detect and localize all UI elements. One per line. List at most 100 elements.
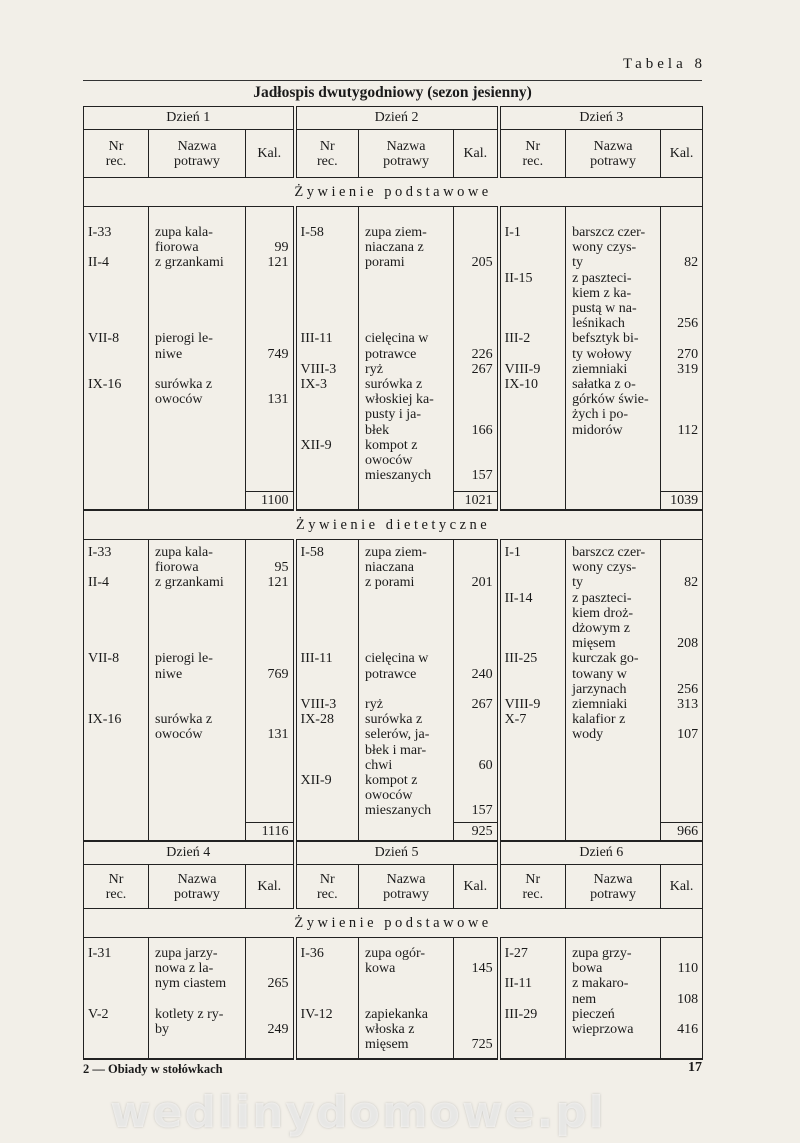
recipe-numbers: I-36 IV-12: [300, 946, 333, 1022]
section-label-row: Żywienie dietetyczne: [82, 509, 704, 540]
footer-chapter: 2 — Obiady w stołówkach: [83, 1062, 223, 1076]
cell-calories: 201 240 267 60 157 925: [453, 539, 500, 842]
day-header: Dzień 3: [496, 106, 704, 130]
column-header-nr: Nr rec.: [496, 864, 567, 909]
recipe-numbers: I-58 III-11 VIII-3 IX-3 XII-9: [300, 225, 337, 453]
recipe-numbers: I-58 III-11 VIII-3 IX-28 XII-9: [300, 545, 337, 789]
section-label-row: Żywienie podstawowe: [82, 908, 704, 938]
menu-row: I-31 V-2 zupa jarzy- nowa z la- nym ciast…: [83, 937, 704, 1060]
calories: 205 226 267 166 157: [471, 255, 493, 484]
cell-dish-names: zupa ziem- niaczana z porami cielęcina w…: [358, 539, 455, 842]
column-header-nr: Nr rec.: [292, 129, 360, 178]
day-header-row: Dzień 1 Dzień 2 Dzień 3: [82, 106, 704, 130]
calories: 201 240 267 60 157: [471, 575, 493, 819]
cell-calories: 82 208 256 313 107 966: [660, 539, 704, 842]
recipe-numbers: I-31 V-2: [88, 946, 112, 1022]
day-header-row: Dzień 4 Dzień 5 Dzień 6: [82, 840, 704, 865]
cell-recipe-numbers: I-1 II-14 III-25 VIII-9 X-7: [496, 539, 567, 842]
dish-names: zupa ogór- kowa zapiekanka włoska z mięs…: [365, 946, 428, 1053]
dish-names: zupa kala- fiorowa z grzankami pierogi l…: [155, 545, 224, 743]
cell-recipe-numbers: I-1 II-15 III-2 VIII-9 IX-10: [496, 206, 567, 511]
section-label: Żywienie podstawowe: [82, 908, 704, 938]
cell-recipe-numbers: I-27 II-11 III-29: [496, 937, 567, 1060]
cell-dish-names: zupa ziem- niaczana z porami cielęcina w…: [358, 206, 455, 511]
section-label-row: Żywienie podstawowe: [82, 177, 704, 207]
column-header-nr: Nr rec.: [496, 129, 567, 178]
cell-dish-names: zupa grzy- bowa z makaro- nem pieczeń wi…: [565, 937, 662, 1060]
column-header-name: Nazwa potrawy: [565, 864, 662, 909]
calories: 265 249: [267, 976, 289, 1038]
column-header-kal: Kal.: [244, 129, 296, 178]
column-header-nr: Nr rec.: [83, 129, 149, 178]
cell-dish-names: barszcz czer- wony czys- ty z paszteci- …: [565, 539, 662, 842]
cell-calories: 99 121 749 131 1100: [244, 206, 296, 511]
table-title: Jadłospis dwutygodniowy (sezon jesienny): [83, 80, 702, 104]
recipe-numbers: I-1 II-14 III-25 VIII-9 X-7: [504, 545, 541, 728]
column-header-row: Nr rec. Nazwa potrawy Kal. Nr rec. Nazwa pot…: [83, 864, 704, 909]
cell-dish-names: barszcz czer- wony czys- ty z paszteci- …: [565, 206, 662, 511]
calorie-total: 1116: [246, 822, 293, 840]
recipe-numbers: I-1 II-15 III-2 VIII-9 IX-10: [504, 225, 541, 393]
dish-names: zupa ziem- niaczana z porami cielęcina w…: [365, 225, 434, 484]
calories: 82 208 256 313 107: [677, 575, 699, 743]
cell-recipe-numbers: I-58 III-11 VIII-3 IX-28 XII-9: [292, 539, 360, 842]
column-header-kal: Kal.: [453, 864, 500, 909]
column-header-kal: Kal.: [660, 129, 704, 178]
dish-names: zupa jarzy- nowa z la- nym ciastem kotle…: [155, 946, 227, 1038]
column-header-name: Nazwa potrawy: [358, 864, 455, 909]
calories: 95 121 769 131: [267, 560, 289, 743]
column-header-name: Nazwa potrawy: [148, 864, 246, 909]
column-header-row: Nr rec. Nazwa potrawy Kal. Nr rec. Nazwa pot…: [83, 129, 704, 178]
day-header: Dzień 6: [496, 840, 704, 865]
day-header: Dzień 1: [82, 106, 296, 130]
column-header-kal: Kal.: [453, 129, 500, 178]
cell-dish-names: zupa kala- fiorowa z grzankami pierogi l…: [148, 539, 246, 842]
column-header-kal: Kal.: [660, 864, 704, 909]
calories: 110 108 416: [677, 961, 699, 1038]
cell-calories: 265 249: [244, 937, 296, 1060]
column-header-name: Nazwa potrawy: [358, 129, 455, 178]
column-header-nr: Nr rec.: [292, 864, 360, 909]
cell-recipe-numbers: I-33 II-4 VII-8 IX-16: [83, 206, 149, 511]
calories: 99 121 749 131: [267, 240, 289, 408]
column-header-name: Nazwa potrawy: [148, 129, 246, 178]
dish-names: zupa kala- fiorowa z grzankami pierogi l…: [155, 225, 224, 408]
dish-names: barszcz czer- wony czys- ty z paszteci- …: [572, 545, 646, 743]
menu-table: Dzień 1 Dzień 2 Dzień 3 Nr rec. Nazwa potraw…: [82, 106, 704, 1060]
recipe-numbers: I-33 II-4 VII-8 IX-16: [88, 545, 122, 728]
cell-dish-names: zupa jarzy- nowa z la- nym ciastem kotle…: [148, 937, 246, 1060]
calorie-total: 1100: [246, 491, 293, 509]
menu-row: I-33 II-4 VII-8 IX-16 zupa kala- fiorowa …: [83, 539, 704, 842]
calories: 145 725: [471, 961, 493, 1053]
calories: 82 256 270 319 112: [677, 255, 699, 438]
cell-recipe-numbers: I-36 IV-12: [292, 937, 360, 1060]
cell-recipe-numbers: I-58 III-11 VIII-3 IX-3 XII-9: [292, 206, 360, 511]
cell-calories: 205 226 267 166 157 1021: [453, 206, 500, 511]
dish-names: zupa ziem- niaczana z porami cielęcina w…: [365, 545, 432, 819]
cell-calories: 145 725: [453, 937, 500, 1060]
cell-calories: 110 108 416: [660, 937, 704, 1060]
cell-dish-names: zupa kala- fiorowa z grzankami pierogi l…: [148, 206, 246, 511]
day-header: Dzień 5: [292, 840, 500, 865]
column-header-nr: Nr rec.: [83, 864, 149, 909]
cell-recipe-numbers: I-33 II-4 VII-8 IX-16: [83, 539, 149, 842]
cell-calories: 82 256 270 319 112 1039: [660, 206, 704, 511]
page-number: 17: [688, 1060, 702, 1075]
recipe-numbers: I-27 II-11 III-29: [504, 946, 538, 1022]
section-label: Żywienie podstawowe: [82, 177, 704, 207]
cell-recipe-numbers: I-31 V-2: [83, 937, 149, 1060]
column-header-name: Nazwa potrawy: [565, 129, 662, 178]
calorie-total: 925: [454, 822, 497, 840]
calorie-total: 1039: [661, 491, 703, 509]
day-header: Dzień 2: [292, 106, 500, 130]
calorie-total: 1021: [454, 491, 497, 509]
watermark: wedlinydomowe.pl: [110, 1087, 606, 1138]
column-header-kal: Kal.: [244, 864, 296, 909]
calorie-total: 966: [661, 822, 703, 840]
cell-calories: 95 121 769 131 1116: [244, 539, 296, 842]
table-label: Tabela 8: [622, 56, 706, 72]
dish-names: barszcz czer- wony czys- ty z paszteci- …: [572, 225, 649, 438]
recipe-numbers: I-33 II-4 VII-8 IX-16: [88, 225, 122, 393]
day-header: Dzień 4: [82, 840, 296, 865]
section-label: Żywienie dietetyczne: [82, 509, 704, 540]
